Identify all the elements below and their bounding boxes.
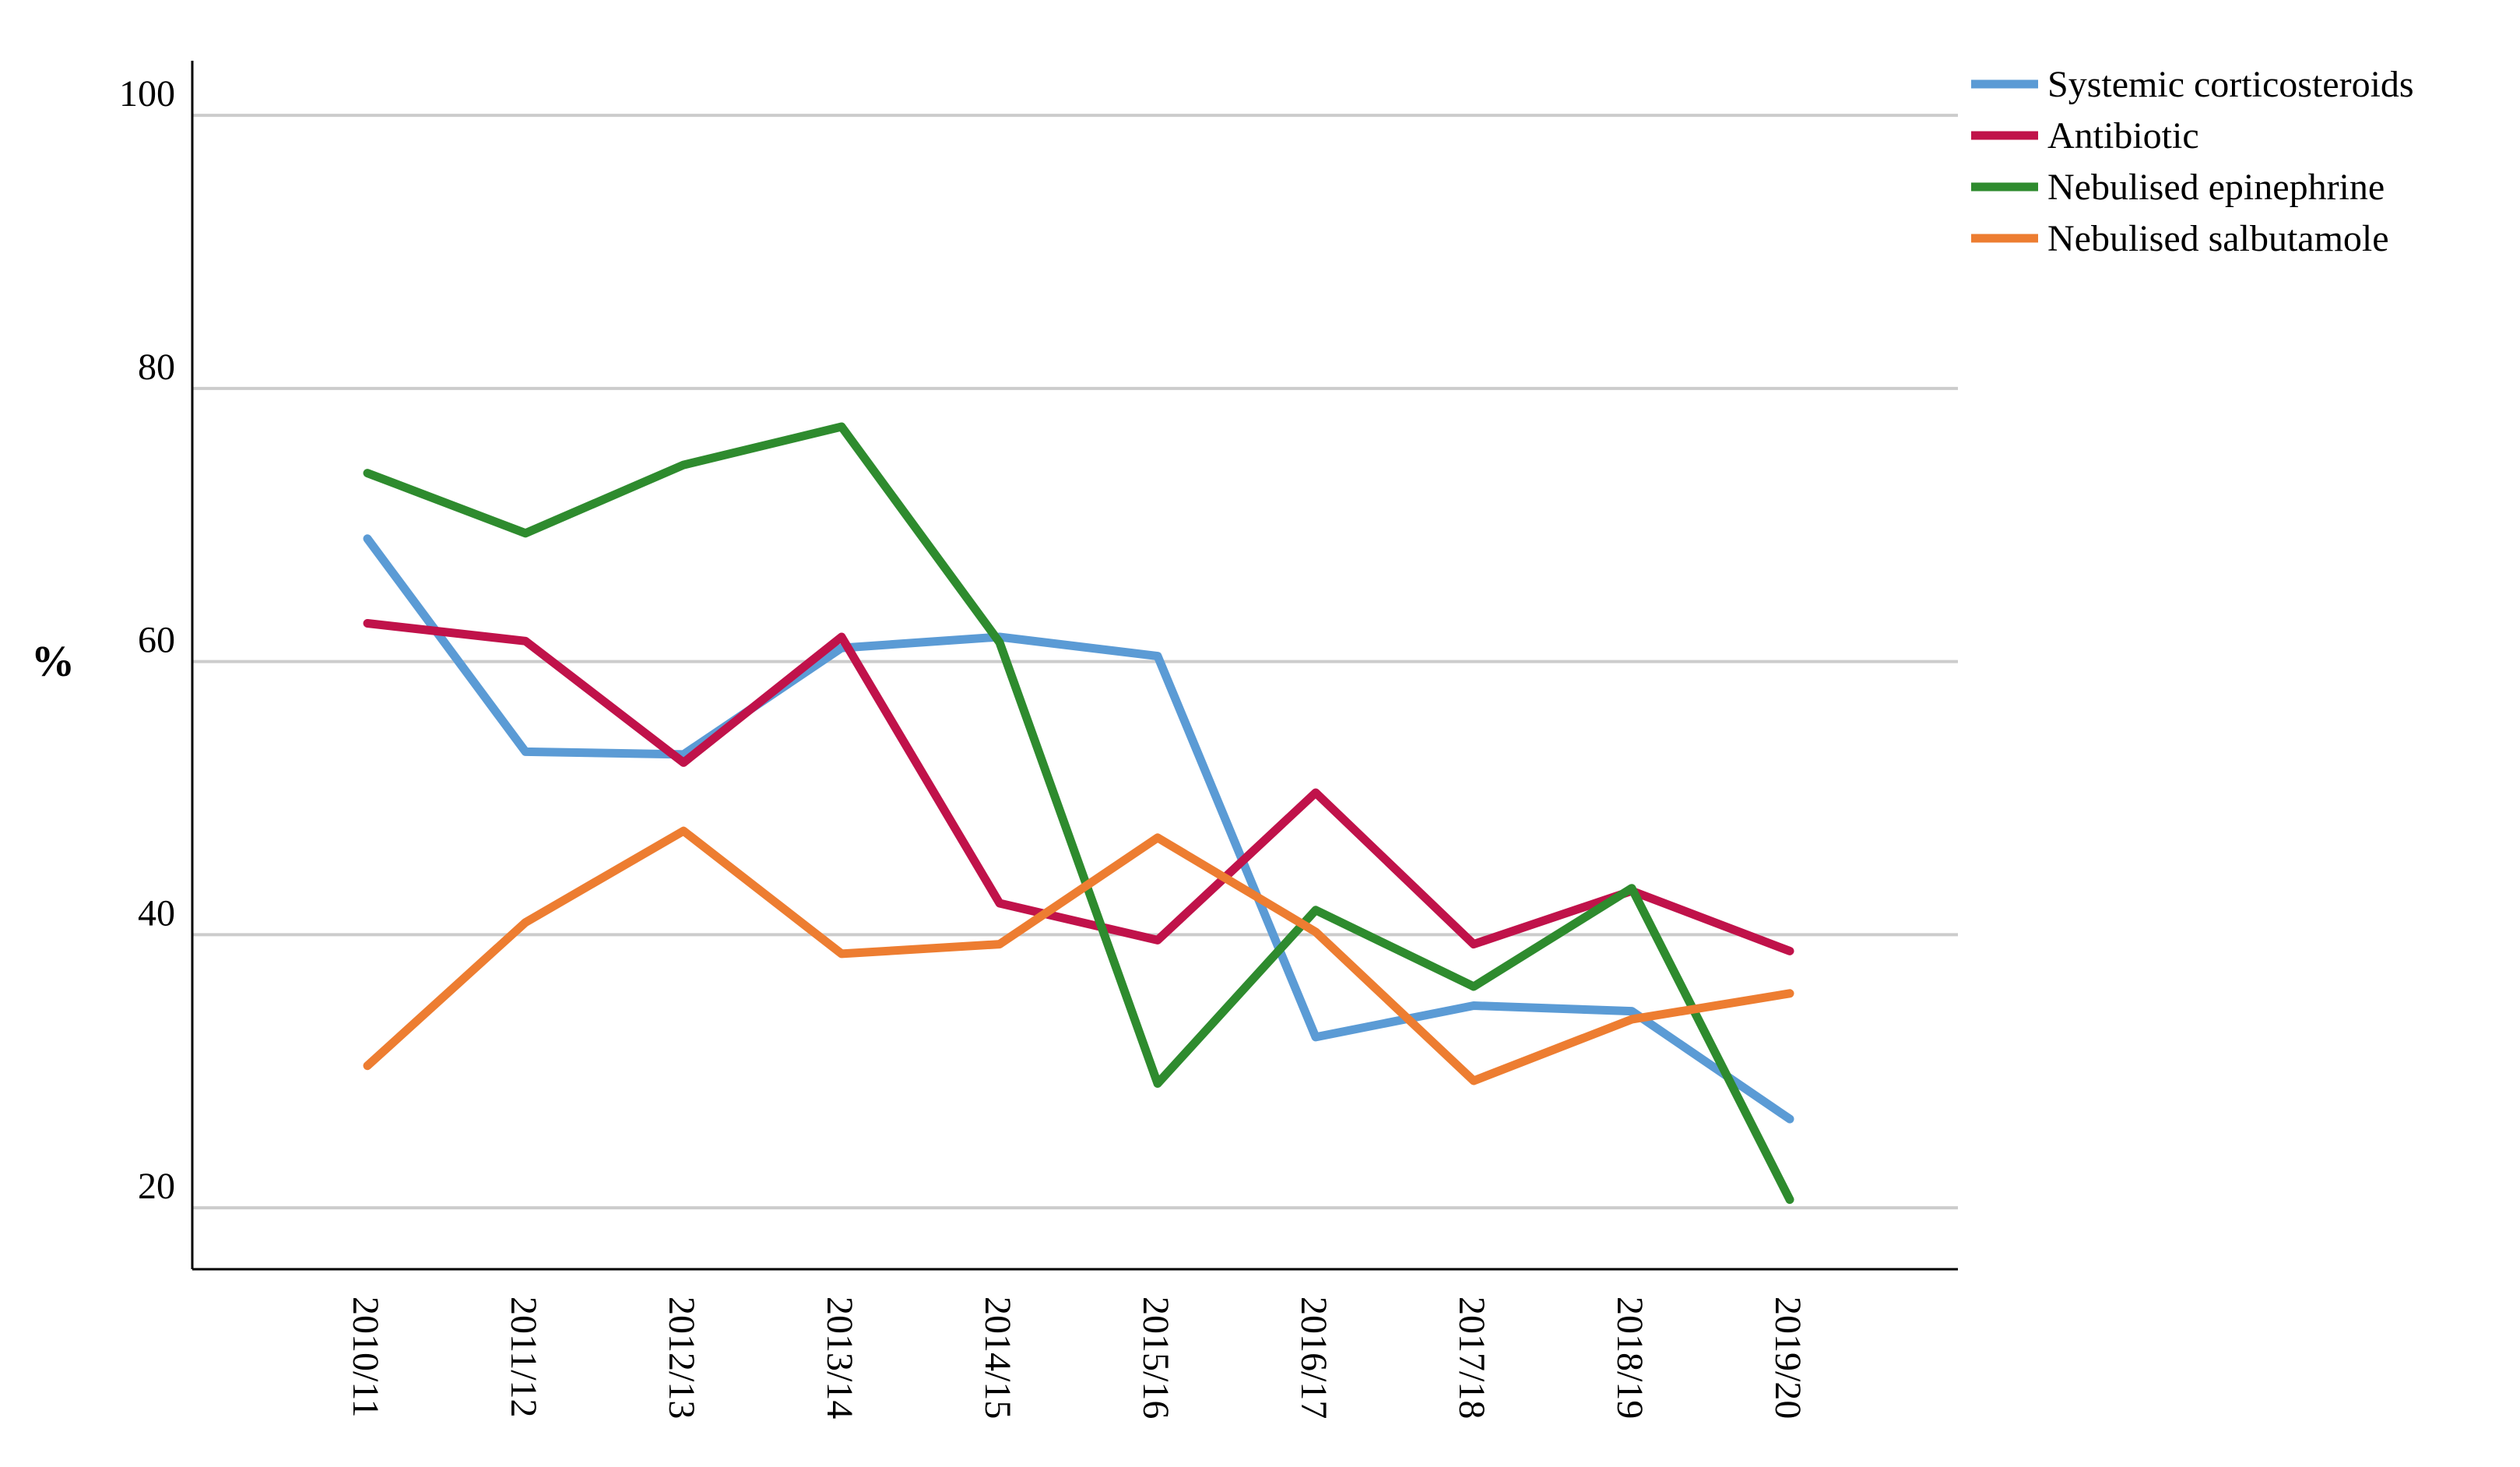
series-line-antibiotic (363, 619, 1794, 955)
legend-label: Antibiotic (2047, 115, 2199, 157)
x-tick-label: 2016/17 (1293, 1296, 1334, 1419)
data-point (1631, 1018, 1633, 1020)
data-point (1789, 1118, 1791, 1120)
legend-label: Nebulised epinephrine (2047, 167, 2385, 208)
data-point (1315, 1036, 1316, 1038)
data-point (841, 636, 842, 638)
x-tick-label: 2012/13 (661, 1296, 702, 1419)
data-point (1315, 909, 1316, 911)
legend-label: Nebulised salbutamole (2047, 218, 2389, 259)
data-point (1789, 993, 1791, 994)
y-tick-label: 80 (138, 347, 175, 388)
data-point (999, 902, 1000, 904)
data-point (1315, 931, 1316, 933)
data-point (841, 647, 842, 649)
data-point (367, 1065, 368, 1067)
data-point (1157, 1083, 1158, 1085)
legend: Systemic corticosteroids Antibiotic Nebuli… (1971, 64, 2414, 259)
x-tick-label: 2017/18 (1451, 1296, 1492, 1419)
data-point (1157, 939, 1158, 941)
data-point (841, 953, 842, 955)
y-tick-label: 100 (119, 73, 175, 114)
x-tick-labels: 2010/11 2011/12 2012/13 2013/14 2014/15 2015/… (345, 1296, 1808, 1419)
axis-layer (191, 61, 1958, 1271)
data-point (367, 473, 368, 474)
y-tick-labels: 20 40 60 80 100 (119, 73, 175, 1207)
x-tick-label: 2019/20 (1767, 1296, 1808, 1419)
data-point (1157, 837, 1158, 839)
series-layer (363, 422, 1794, 1205)
legend-label: Systemic corticosteroids (2047, 64, 2414, 105)
data-point (525, 640, 526, 642)
data-point (1473, 1080, 1474, 1082)
series-line-systemic-corticosteroids (363, 534, 1794, 1124)
data-point (525, 533, 526, 534)
data-point (1473, 944, 1474, 945)
data-point (1631, 888, 1633, 889)
grid-layer (192, 114, 1958, 1210)
data-point (1631, 1011, 1633, 1012)
data-point (683, 754, 684, 755)
x-tick-label: 2014/15 (977, 1296, 1018, 1419)
y-axis-label: % (31, 638, 75, 686)
data-point (1473, 1005, 1474, 1007)
data-point (841, 426, 842, 427)
data-point (683, 830, 684, 832)
series-line-nebulised-salbutamole (363, 826, 1794, 1085)
x-tick-label: 2011/12 (503, 1296, 544, 1418)
data-point (367, 623, 368, 624)
data-point (1789, 950, 1791, 952)
data-point (525, 922, 526, 923)
y-tick-label: 40 (138, 892, 175, 934)
data-point (1473, 986, 1474, 987)
series-line-nebulised-epinephrine (363, 422, 1794, 1205)
y-tick-label: 60 (138, 620, 175, 661)
data-point (367, 538, 368, 540)
x-tick-label: 2010/11 (345, 1296, 386, 1418)
x-tick-label: 2013/14 (819, 1296, 860, 1419)
data-point (1789, 1199, 1791, 1201)
data-point (683, 464, 684, 466)
data-point (525, 751, 526, 752)
data-point (1157, 656, 1158, 657)
data-point (999, 944, 1000, 945)
x-tick-label: 2018/19 (1609, 1296, 1650, 1419)
y-tick-label: 20 (138, 1166, 175, 1207)
data-point (683, 762, 684, 763)
data-point (1315, 792, 1316, 793)
x-tick-label: 2015/16 (1135, 1296, 1176, 1419)
data-point (999, 642, 1000, 643)
